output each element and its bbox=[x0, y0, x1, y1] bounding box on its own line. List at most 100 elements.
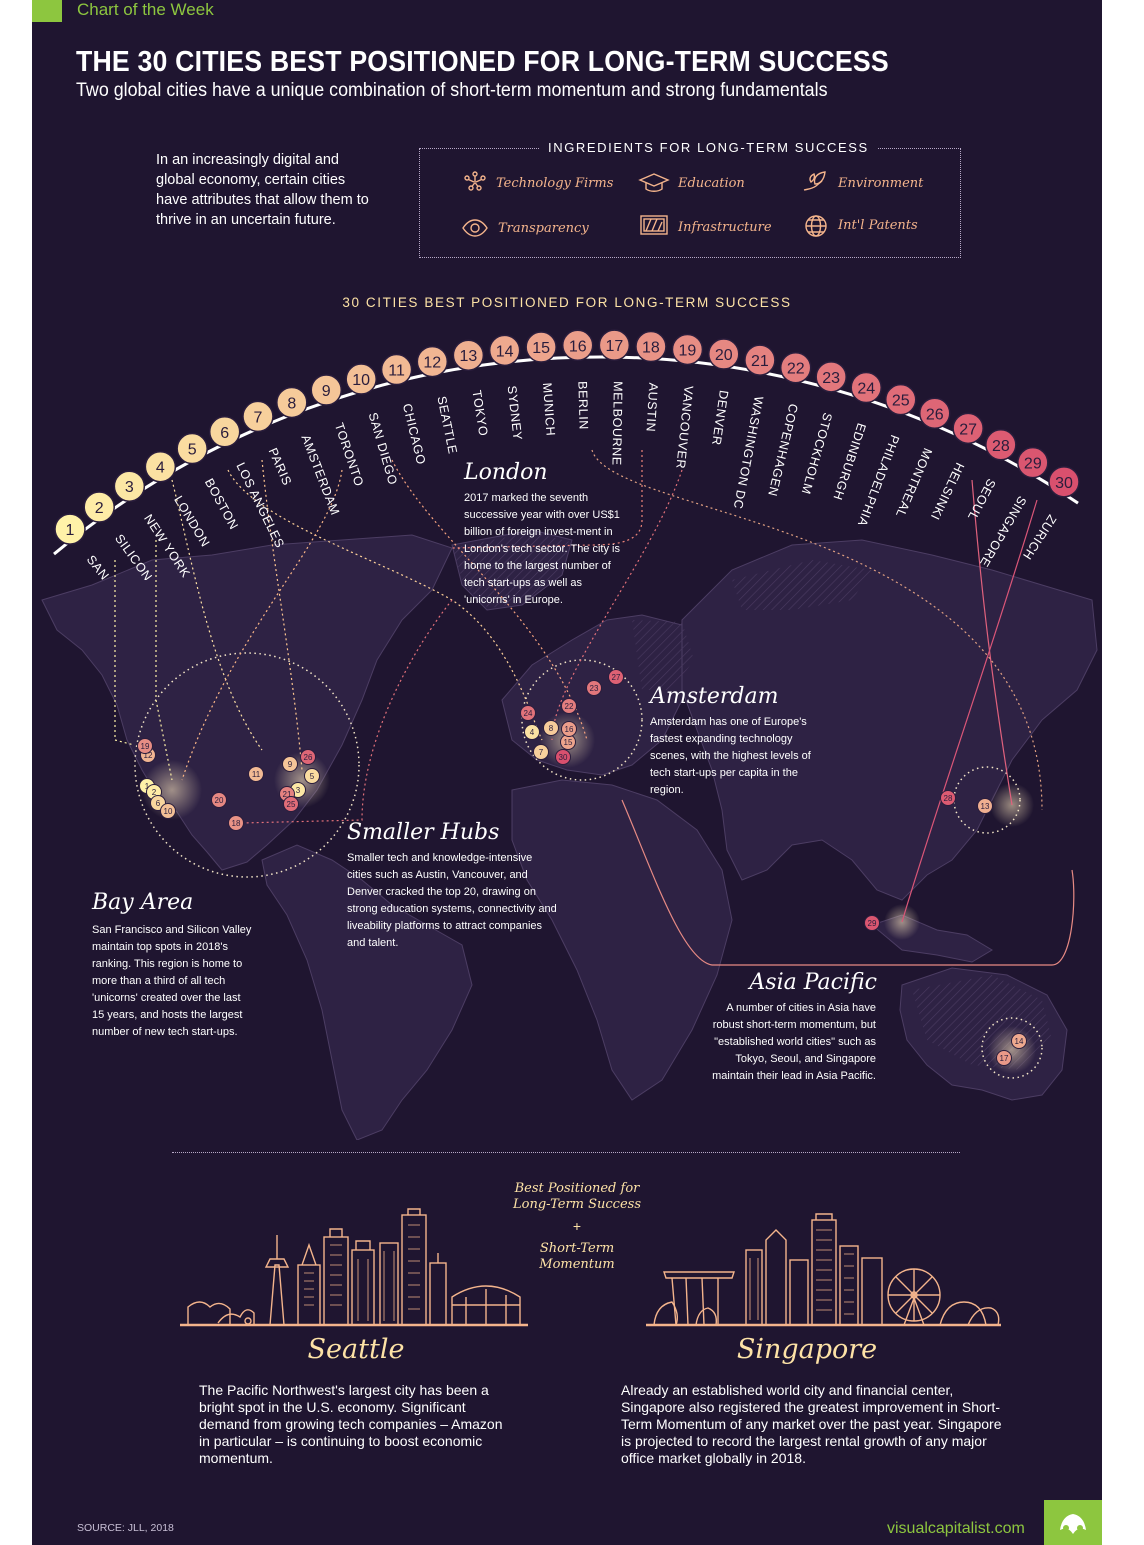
rank-number: 23 bbox=[822, 370, 840, 387]
rank-number: 24 bbox=[857, 381, 875, 398]
map-marker-5: 5 bbox=[304, 768, 320, 784]
map-marker-19: 19 bbox=[137, 738, 153, 754]
plus-sign: + bbox=[572, 1218, 582, 1234]
map-marker-circle bbox=[543, 720, 559, 736]
ingredient-label: Education bbox=[678, 176, 745, 191]
map-marker-circle bbox=[977, 798, 993, 814]
map-marker-number: 25 bbox=[287, 800, 296, 809]
rank-circle bbox=[1048, 466, 1080, 498]
map-marker-circle bbox=[533, 744, 549, 760]
rank-circle bbox=[208, 416, 241, 448]
rank-badge-26: 26 bbox=[919, 397, 951, 430]
map-marker-number: 29 bbox=[868, 919, 877, 928]
rank-badge-17: 17 bbox=[598, 329, 631, 361]
rank-badge-13: 13 bbox=[452, 339, 485, 371]
rank-number: 11 bbox=[388, 363, 405, 380]
map-marker-24: 24 bbox=[520, 705, 536, 721]
rank-number: 2 bbox=[95, 500, 104, 517]
map-marker-11: 11 bbox=[248, 766, 264, 782]
ingredients-title: INGREDIENTS FOR LONG-TERM SUCCESS bbox=[540, 140, 877, 155]
map-marker-circle bbox=[520, 705, 536, 721]
map-marker-number: 23 bbox=[590, 684, 599, 693]
rank-badge-9: 9 bbox=[310, 374, 343, 406]
subtitle: Two global cities have a unique combinat… bbox=[76, 80, 828, 101]
rank-circle bbox=[276, 386, 308, 419]
technology-firms-icon bbox=[464, 171, 486, 191]
smaller-hubs-text: Smaller tech and knowledge-intensive cit… bbox=[347, 852, 557, 949]
map-marker-number: 20 bbox=[215, 796, 224, 805]
asia-pacific-text: A number of cities in Asia have robust s… bbox=[712, 1002, 876, 1082]
map-marker-number: 9 bbox=[288, 760, 293, 769]
ingredient-label: Technology Firms bbox=[496, 176, 614, 191]
map-marker-29: 29 bbox=[864, 915, 880, 931]
map-marker-4: 4 bbox=[524, 724, 540, 740]
rank-badge-7: 7 bbox=[242, 400, 274, 433]
rank-number: 13 bbox=[459, 348, 477, 365]
bay-area-heading: Bay Area bbox=[92, 890, 194, 915]
rank-circle bbox=[952, 412, 984, 445]
map-marker-number: 6 bbox=[156, 799, 161, 808]
map-marker-circle bbox=[608, 669, 624, 685]
map-marker-circle bbox=[586, 680, 602, 696]
rank-city-label: SYDNEY bbox=[505, 385, 525, 441]
map-marker-circle bbox=[283, 796, 299, 812]
map-marker-20: 20 bbox=[211, 792, 227, 808]
ingredient-label: Infrastructure bbox=[678, 220, 772, 235]
short-term-momentum-label: Short-Term Momentum bbox=[539, 1241, 615, 1272]
rank-city-label: BERLIN bbox=[575, 381, 590, 430]
education-icon bbox=[638, 173, 670, 192]
rank-number: 4 bbox=[156, 460, 165, 477]
rank-number: 7 bbox=[253, 409, 262, 426]
rank-number: 30 bbox=[1055, 475, 1073, 492]
singapore-text: Already an established world city and fi… bbox=[621, 1382, 1002, 1466]
rank-number: 10 bbox=[352, 372, 370, 389]
rank-number: 29 bbox=[1024, 456, 1042, 473]
rank-number: 9 bbox=[322, 383, 331, 400]
seattle-text: The Pacific Northwest's largest city has… bbox=[199, 1382, 503, 1466]
map-marker-number: 8 bbox=[549, 724, 554, 733]
map-marker-circle bbox=[561, 698, 577, 714]
rank-number: 27 bbox=[959, 421, 977, 438]
brand-link[interactable]: visualcapitalist.com bbox=[887, 1520, 1025, 1537]
rank-badge-22: 22 bbox=[779, 351, 812, 384]
rank-circle bbox=[416, 345, 449, 378]
map-marker-13: 13 bbox=[977, 798, 993, 814]
rank-circle bbox=[919, 397, 951, 430]
rank-circle bbox=[525, 331, 557, 363]
patents-icon bbox=[805, 215, 827, 237]
chart-of-week-tag: Chart of the Week bbox=[77, 0, 214, 19]
map-marker-25: 25 bbox=[283, 796, 299, 812]
map-marker-circle bbox=[228, 815, 244, 831]
map-marker-23: 23 bbox=[586, 680, 602, 696]
map-marker-number: 26 bbox=[304, 753, 313, 762]
rank-number: 8 bbox=[287, 395, 296, 412]
source-note: SOURCE: JLL, 2018 bbox=[77, 1522, 174, 1534]
map-marker-number: 18 bbox=[232, 819, 241, 828]
map-marker-22: 22 bbox=[561, 698, 577, 714]
rank-badge-6: 6 bbox=[208, 416, 241, 448]
seattle-skyline bbox=[180, 1208, 528, 1327]
map-marker-10: 10 bbox=[160, 803, 176, 819]
singapore-skyline bbox=[646, 1213, 1001, 1327]
rank-number: 20 bbox=[715, 347, 733, 364]
map-marker-14: 14 bbox=[1011, 1033, 1027, 1049]
transparency-icon bbox=[462, 219, 488, 237]
rank-number: 15 bbox=[532, 340, 550, 357]
rank-badge-1: 1 bbox=[54, 513, 86, 545]
rank-circle bbox=[985, 429, 1017, 461]
asia-pacific-heading: Asia Pacific bbox=[749, 970, 877, 995]
rank-badge-5: 5 bbox=[176, 432, 208, 465]
rank-circle bbox=[144, 450, 177, 483]
rank-number: 26 bbox=[926, 406, 944, 423]
map-marker-9: 9 bbox=[282, 756, 298, 772]
world-map bbox=[41, 449, 1098, 1140]
infrastructure-icon bbox=[640, 215, 668, 235]
map-marker-number: 15 bbox=[564, 738, 573, 747]
rank-number: 14 bbox=[496, 343, 514, 360]
map-marker-number: 7 bbox=[539, 748, 544, 757]
rank-badge-11: 11 bbox=[380, 353, 413, 386]
seattle-name: Seattle bbox=[307, 1334, 405, 1365]
map-marker-circle bbox=[524, 724, 540, 740]
rank-number: 18 bbox=[642, 340, 660, 357]
map-marker-number: 4 bbox=[530, 728, 535, 737]
